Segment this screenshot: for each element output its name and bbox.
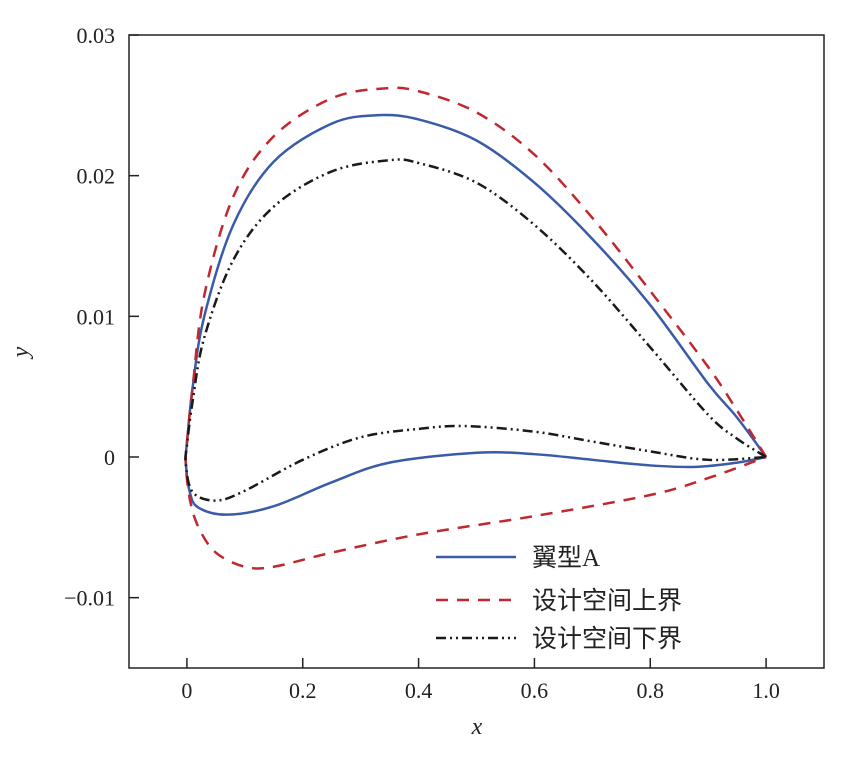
x-tick-label: 0.8: [637, 678, 665, 703]
y-tick-label: 0.02: [77, 164, 116, 189]
legend-label: 设计空间下界: [532, 625, 682, 653]
series-line-0: [184, 113, 768, 516]
legend-label: 翼型A: [532, 544, 600, 572]
x-tick-label: 0.2: [289, 678, 317, 703]
x-tick-label: 0.4: [405, 678, 433, 703]
y-tick-label: 0.03: [77, 23, 116, 48]
x-tick-label: 0.6: [521, 678, 549, 703]
series-line-2: [184, 158, 767, 502]
x-tick-label: 0: [181, 678, 192, 703]
legend-label: 设计空间上界: [532, 587, 682, 615]
x-tick-label: 1.0: [752, 678, 780, 703]
y-tick-label: 0.01: [77, 304, 116, 329]
series-line-1: [184, 86, 768, 570]
plot-frame: [128, 34, 825, 669]
x-axis-label: x: [471, 714, 483, 740]
y-tick-label: −0.01: [64, 586, 115, 611]
y-axis-label: y: [8, 346, 34, 359]
y-tick-label: 0: [104, 445, 115, 470]
